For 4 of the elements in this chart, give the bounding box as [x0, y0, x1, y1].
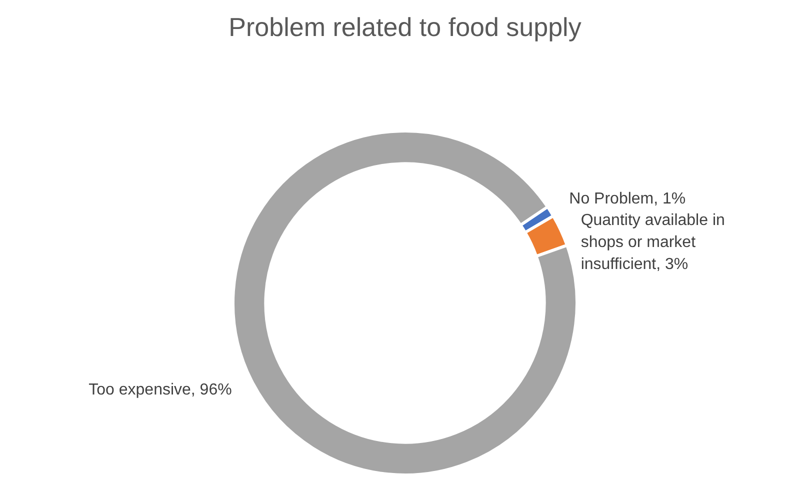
chart-title: Problem related to food supply	[228, 12, 582, 43]
slice-label: No Problem, 1%	[569, 190, 686, 208]
slice-label: Too expensive, 96%	[88, 382, 232, 399]
slice-label: Quantity available in shops or market insufficient, 3%	[580, 212, 725, 274]
